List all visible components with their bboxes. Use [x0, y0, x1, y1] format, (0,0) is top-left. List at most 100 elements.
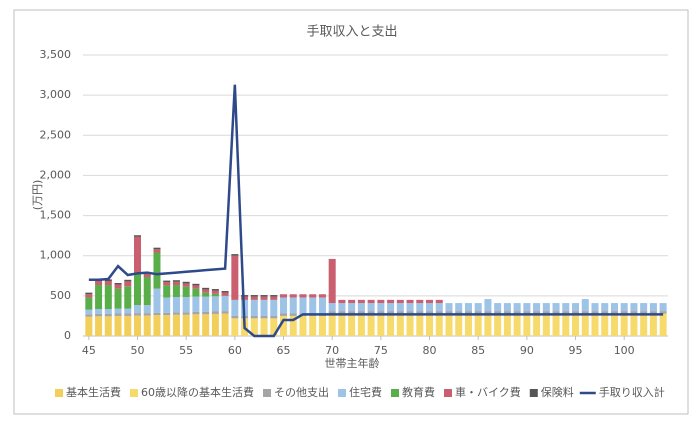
legend-swatch	[130, 389, 138, 397]
bar-segment	[260, 318, 268, 336]
bar-segment	[211, 290, 219, 294]
bar-segment	[134, 313, 142, 316]
bar-segment	[172, 297, 180, 313]
bar-segment	[280, 315, 288, 336]
bar-segment	[153, 312, 161, 316]
bar-segment	[513, 311, 521, 314]
bar-segment	[562, 303, 570, 312]
bar-segment	[318, 297, 326, 314]
bar-segment	[396, 311, 404, 314]
bar-segment	[387, 311, 395, 314]
bar-segment	[649, 311, 657, 314]
bar-segment	[202, 296, 210, 312]
bar-segment	[601, 311, 609, 314]
x-axis-label: 世帯主年齢	[325, 356, 380, 370]
bar-segment	[426, 313, 434, 336]
bar-segment	[562, 313, 570, 336]
bar-segment	[620, 303, 628, 312]
bar-segment	[357, 303, 365, 312]
bar-segment	[124, 315, 132, 336]
bar-segment	[542, 311, 550, 314]
x-tick-label: 100	[614, 344, 635, 357]
bar-segment	[640, 313, 648, 336]
bar-segment	[318, 294, 326, 298]
y-tick-label: 1,000	[40, 249, 72, 262]
legend-swatch	[55, 389, 63, 397]
bar-segment	[172, 280, 180, 282]
bar-segment	[367, 299, 375, 304]
x-tick-label: 55	[179, 344, 193, 357]
bar-segment	[396, 303, 404, 312]
bar-segment	[153, 249, 161, 253]
y-axis-label: (万円)	[31, 180, 44, 211]
bar-segment	[221, 292, 229, 296]
bar-segment	[328, 311, 336, 314]
bar-segment	[581, 299, 589, 312]
legend-swatch	[391, 389, 399, 397]
bar-segment	[153, 247, 161, 250]
bar-segment	[143, 273, 151, 277]
bar-segment	[153, 315, 161, 336]
bar-segment	[610, 313, 618, 336]
bar-segment	[630, 311, 638, 314]
bar-segment	[95, 285, 103, 310]
bar-segment	[445, 303, 453, 312]
bar-segment	[260, 299, 268, 316]
y-tick-label: 2,000	[40, 168, 72, 181]
bar-segment	[202, 314, 210, 336]
y-tick-label: 2,500	[40, 128, 72, 141]
bar-segment	[533, 303, 541, 312]
bar-segment	[280, 294, 288, 298]
bar-segment	[620, 311, 628, 314]
legend-label: 60歳以降の基本生活費	[141, 385, 254, 399]
bar-segment	[211, 311, 219, 314]
bar-segment	[503, 313, 511, 336]
bar-segment	[192, 296, 200, 312]
bar-segment	[270, 315, 278, 319]
bar-segment	[513, 303, 521, 312]
bar-segment	[163, 280, 171, 283]
bar-segment	[649, 303, 657, 312]
bar-segment	[533, 311, 541, 314]
bar-segment	[124, 286, 132, 309]
bar-segment	[464, 311, 472, 314]
legend-label: 教育費	[402, 385, 435, 399]
bar-segment	[484, 299, 492, 312]
bar-segment	[416, 299, 424, 304]
bar-segment	[630, 303, 638, 312]
bar-segment	[114, 315, 122, 336]
bar-segment	[581, 311, 589, 314]
bar-segment	[348, 311, 356, 314]
bar-segment	[338, 311, 346, 314]
bar-segment	[182, 314, 190, 336]
chart-frame	[13, 9, 689, 415]
x-tick-label: 45	[82, 344, 96, 357]
legend-label: 手取り収入計	[599, 385, 665, 399]
bar-segment	[85, 309, 93, 315]
bar-segment	[474, 303, 482, 312]
bar-segment	[289, 297, 297, 314]
bar-segment	[182, 297, 190, 313]
bar-segment	[523, 313, 531, 336]
bar-segment	[192, 288, 200, 297]
bar-segment	[124, 281, 132, 287]
bar-segment	[250, 295, 258, 297]
x-tick-label: 80	[423, 344, 437, 357]
bar-segment	[270, 318, 278, 336]
bar-segment	[659, 311, 667, 314]
bar-segment	[426, 311, 434, 314]
bar-segment	[357, 299, 365, 304]
bar-segment	[357, 313, 365, 336]
line-series	[88, 84, 664, 338]
bar-segment	[503, 303, 511, 312]
bar-segment	[299, 297, 307, 314]
y-tick-label: 1,500	[40, 209, 72, 222]
bar-segment	[552, 313, 560, 336]
bar-segment	[289, 313, 297, 316]
bar-segment	[211, 313, 219, 336]
bar-segment	[406, 299, 414, 304]
x-tick-label: 95	[569, 344, 583, 357]
x-tick-label: 65	[277, 344, 291, 357]
x-tick-label: 50	[131, 344, 145, 357]
bar-segment	[387, 299, 395, 304]
